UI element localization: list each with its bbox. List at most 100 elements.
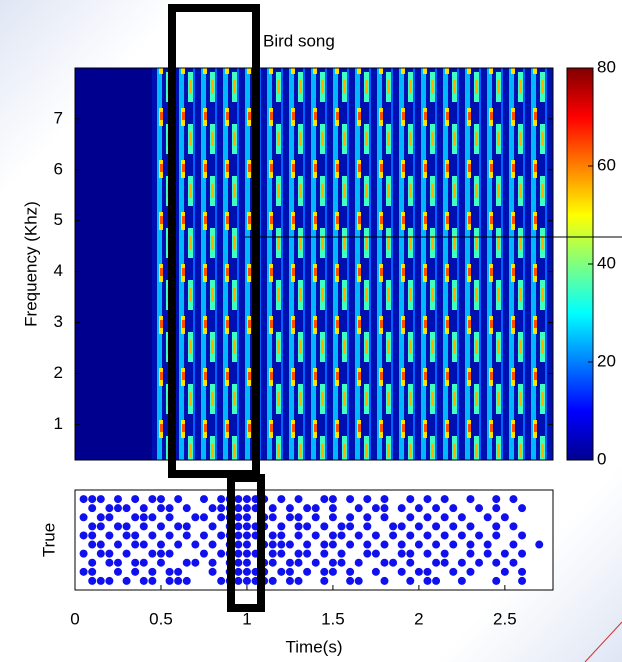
spike-dot — [242, 549, 251, 558]
x-tick-label: 1.5 — [321, 609, 345, 628]
spike-dot — [328, 567, 337, 576]
spike-dot — [414, 504, 423, 513]
spike-dot — [328, 504, 337, 513]
spike-dot — [131, 558, 140, 567]
spike-dot — [148, 531, 157, 540]
spike-dot — [268, 549, 277, 558]
spike-dot — [217, 576, 226, 585]
spike-dot — [156, 495, 165, 504]
y-tick-label: 7 — [54, 108, 63, 127]
spike-dot — [397, 540, 406, 549]
spike-dot — [242, 522, 251, 531]
y-tick-label: 2 — [54, 363, 63, 382]
spike-dot — [139, 558, 148, 567]
spike-dot — [475, 558, 484, 567]
spike-dot — [518, 576, 527, 585]
spike-dot — [363, 513, 372, 522]
spike-dot — [492, 531, 501, 540]
spike-dot — [88, 540, 97, 549]
spike-dot — [105, 549, 114, 558]
spike-dot — [397, 504, 406, 513]
spike-dot — [500, 567, 509, 576]
colorbar-tick-label: 60 — [597, 155, 616, 174]
spike-dot — [492, 576, 501, 585]
spike-dot — [371, 549, 380, 558]
spike-dot — [320, 549, 329, 558]
y-tick-label: 3 — [54, 312, 63, 331]
spike-dot — [234, 531, 243, 540]
spike-dot — [432, 540, 441, 549]
spike-dot — [242, 567, 251, 576]
spike-dot — [457, 513, 466, 522]
spike-dot — [113, 522, 122, 531]
spike-dot — [139, 540, 148, 549]
spike-dot — [423, 495, 432, 504]
spike-dot — [234, 495, 243, 504]
spike-dot — [432, 558, 441, 567]
spike-dot — [234, 504, 243, 513]
spike-dot — [303, 549, 312, 558]
spike-dot — [406, 513, 415, 522]
spike-dot — [191, 540, 200, 549]
spike-dot — [105, 504, 114, 513]
spike-dot — [328, 531, 337, 540]
spike-dot — [182, 504, 191, 513]
spike-dot — [131, 513, 140, 522]
spike-dot — [105, 576, 114, 585]
spike-dot — [139, 576, 148, 585]
chart-title: Bird song — [263, 31, 335, 50]
spike-dot — [88, 522, 97, 531]
spike-dot — [88, 558, 97, 567]
spike-dot — [79, 513, 88, 522]
x-axis-label: Time(s) — [286, 637, 343, 656]
spike-dot — [457, 531, 466, 540]
spike-dot — [363, 522, 372, 531]
spike-dot — [346, 576, 355, 585]
spike-dot — [88, 504, 97, 513]
spike-dot — [294, 495, 303, 504]
spike-dot — [509, 540, 518, 549]
spike-dot — [217, 504, 226, 513]
spectrogram-frame — [74, 67, 554, 461]
highlight-box — [168, 4, 260, 478]
spike-dot — [88, 495, 97, 504]
spike-dot — [457, 558, 466, 567]
spike-dot — [320, 495, 329, 504]
spike-dot — [466, 522, 475, 531]
spike-dot — [285, 540, 294, 549]
spike-dot — [492, 522, 501, 531]
spike-dot — [268, 513, 277, 522]
colorbar-tick-label: 0 — [597, 449, 606, 468]
spike-dot — [303, 567, 312, 576]
spike-dot — [328, 495, 337, 504]
y-axis-label: True — [39, 523, 58, 557]
spike-dot — [113, 495, 122, 504]
spike-dot — [285, 576, 294, 585]
spike-dot — [234, 558, 243, 567]
spike-dot — [199, 513, 208, 522]
spike-dot — [174, 540, 183, 549]
spike-dot — [148, 495, 157, 504]
spike-dot — [285, 504, 294, 513]
spike-dot — [208, 522, 217, 531]
spike-dot — [440, 549, 449, 558]
spike-dot — [234, 540, 243, 549]
spike-dot — [371, 531, 380, 540]
spike-dot — [432, 522, 441, 531]
spike-dot — [242, 513, 251, 522]
spike-dot — [165, 549, 174, 558]
spike-dot — [131, 531, 140, 540]
spike-dot — [217, 549, 226, 558]
spike-dot — [294, 522, 303, 531]
spike-dot — [328, 513, 337, 522]
spike-dot — [113, 504, 122, 513]
y-tick-label: 1 — [54, 414, 63, 433]
spike-dot — [320, 540, 329, 549]
spike-dot — [105, 531, 114, 540]
spike-dot — [182, 531, 191, 540]
spike-dot — [337, 549, 346, 558]
spike-dot — [234, 567, 243, 576]
spike-dot — [122, 522, 131, 531]
spike-dot — [414, 567, 423, 576]
